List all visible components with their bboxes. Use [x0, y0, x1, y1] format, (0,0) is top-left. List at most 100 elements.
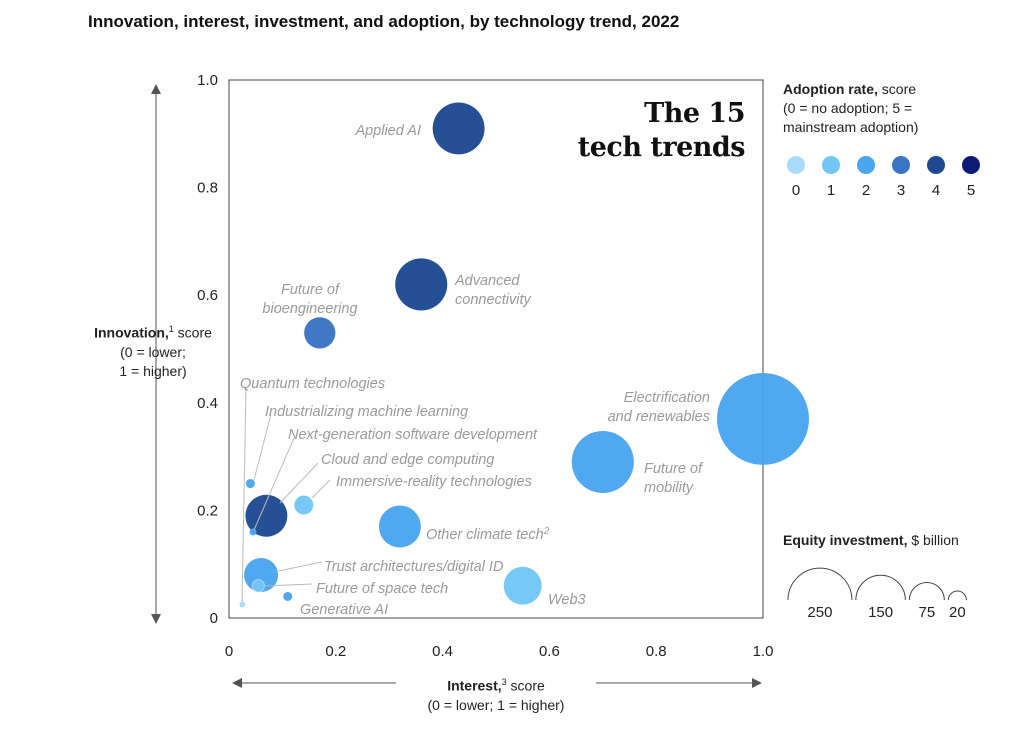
bubble-label: Generative AI: [300, 602, 388, 618]
bubble-label: Immersive-reality technologies: [336, 474, 532, 490]
x-label-rest: score: [506, 677, 545, 694]
y-tick-label: 0.4: [197, 395, 218, 412]
legend-title-rest: score: [877, 81, 917, 97]
size-legend-arc: [787, 567, 853, 601]
y-axis-label: Innovation,1 score (0 = lower; 1 = highe…: [88, 320, 218, 381]
arrow-right-icon: [752, 678, 762, 688]
bubble: [571, 430, 634, 494]
leader-line: [277, 561, 323, 572]
size-legend-title-rest: $ billion: [907, 532, 959, 548]
x-tick-label: 0.8: [646, 643, 667, 660]
y-tick-label: 1.0: [197, 72, 218, 89]
legend-level-label: 3: [897, 182, 905, 199]
legend-swatch: [787, 156, 805, 174]
size-legend-label: 75: [919, 604, 936, 621]
bubble: [245, 478, 255, 489]
bubble-label: Electrification: [624, 390, 710, 406]
bubble-label: Industrializing machine learning: [265, 404, 468, 420]
leader-line: [279, 462, 319, 504]
x-tick-label: 0.2: [325, 643, 346, 660]
x-tick-label: 0.4: [432, 643, 453, 660]
inset-title-line: tech trends: [577, 132, 746, 163]
legend-level-label: 1: [827, 182, 835, 199]
y-label-bold: Innovation,: [94, 324, 169, 341]
legend-level-label: 2: [862, 182, 870, 199]
y-tick-label: 0: [210, 610, 218, 627]
inset-title-line: The 15: [644, 98, 745, 129]
legend-level-label: 5: [967, 182, 975, 199]
bubble: [304, 317, 336, 349]
bubble-label: bioengineering: [262, 301, 357, 317]
x-label-note: (0 = lower; 1 = higher): [427, 696, 565, 713]
bubble: [378, 505, 421, 548]
plot-frame: [228, 79, 764, 619]
x-label-sup: 3: [501, 677, 507, 687]
legend-swatch: [927, 156, 945, 174]
bubble-label: Next-generation software development: [288, 427, 538, 443]
bubble: [503, 566, 542, 605]
y-tick-label: 0.6: [197, 287, 218, 304]
bubble: [249, 528, 257, 536]
label-sup: 2: [543, 526, 550, 537]
bubble-label: Trust architectures/digital ID: [324, 559, 503, 575]
bubble-label: Other climate tech2: [426, 526, 550, 543]
x-tick-label: 1.0: [753, 643, 774, 660]
legend-swatch: [822, 156, 840, 174]
leader-line: [241, 387, 247, 604]
bubble: [717, 372, 809, 465]
size-legend-title-bold: Equity investment,: [783, 532, 908, 548]
legend-swatch: [962, 156, 980, 174]
bubble-label: Future of space tech: [316, 581, 448, 597]
legend-note: (0 = no adoption; 5 =: [783, 100, 913, 116]
bubble-label: Applied AI: [354, 123, 421, 139]
x-axis-label: Interest,3 score (0 = lower; 1 = higher): [396, 673, 596, 715]
bubble: [432, 102, 485, 155]
y-tick-label: 0.2: [197, 502, 218, 519]
size-legend-label: 20: [949, 604, 966, 621]
bubble: [239, 601, 246, 608]
size-legend-label: 250: [807, 604, 832, 621]
legend-swatch: [892, 156, 910, 174]
leader-line: [253, 413, 272, 481]
x-tick-label: 0.6: [539, 643, 560, 660]
bubble-label: Quantum technologies: [240, 376, 385, 392]
bubble-label: Future of: [644, 461, 704, 477]
size-legend-arc: [855, 574, 906, 601]
bubble-label: Advanced: [454, 273, 520, 289]
size-legend-arc: [947, 590, 967, 601]
size-legend-title: Equity investment, $ billion: [783, 531, 959, 550]
legend-title-bold: Adoption rate,: [783, 81, 878, 97]
y-label-note: 1 = higher): [119, 362, 187, 379]
size-legend-arc: [908, 582, 945, 601]
bubble-label: Web3: [548, 592, 586, 608]
arrow-up-icon: [151, 84, 161, 94]
legend-level-label: 0: [792, 182, 800, 199]
inset-title: The 15 tech trends: [560, 97, 746, 165]
bubble: [283, 591, 293, 601]
bubble-label: Future of: [281, 282, 341, 298]
bubble-label: and renewables: [608, 409, 710, 425]
y-label-rest: score: [173, 324, 212, 341]
x-label-bold: Interest,: [447, 677, 502, 694]
bubble-label: mobility: [644, 480, 694, 496]
arrow-left-icon: [232, 678, 242, 688]
leader-line: [263, 583, 313, 587]
size-legend-label: 150: [868, 604, 893, 621]
y-tick-label: 0.8: [197, 180, 218, 197]
leader-line: [311, 479, 331, 499]
bubble-label: connectivity: [455, 292, 532, 308]
bubble: [251, 579, 265, 593]
legend-swatch: [857, 156, 875, 174]
bubble: [395, 258, 448, 311]
legend-note: mainstream adoption): [783, 119, 919, 135]
leader-line: [253, 437, 295, 531]
bubble-label: Cloud and edge computing: [321, 452, 494, 468]
arrow-down-icon: [151, 614, 161, 624]
bubble: [294, 495, 314, 515]
y-label-sup: 1: [168, 324, 174, 334]
chart-title: Innovation, interest, investment, and ad…: [88, 12, 680, 31]
y-label-note: (0 = lower;: [120, 343, 186, 360]
legend-level-label: 4: [932, 182, 940, 199]
